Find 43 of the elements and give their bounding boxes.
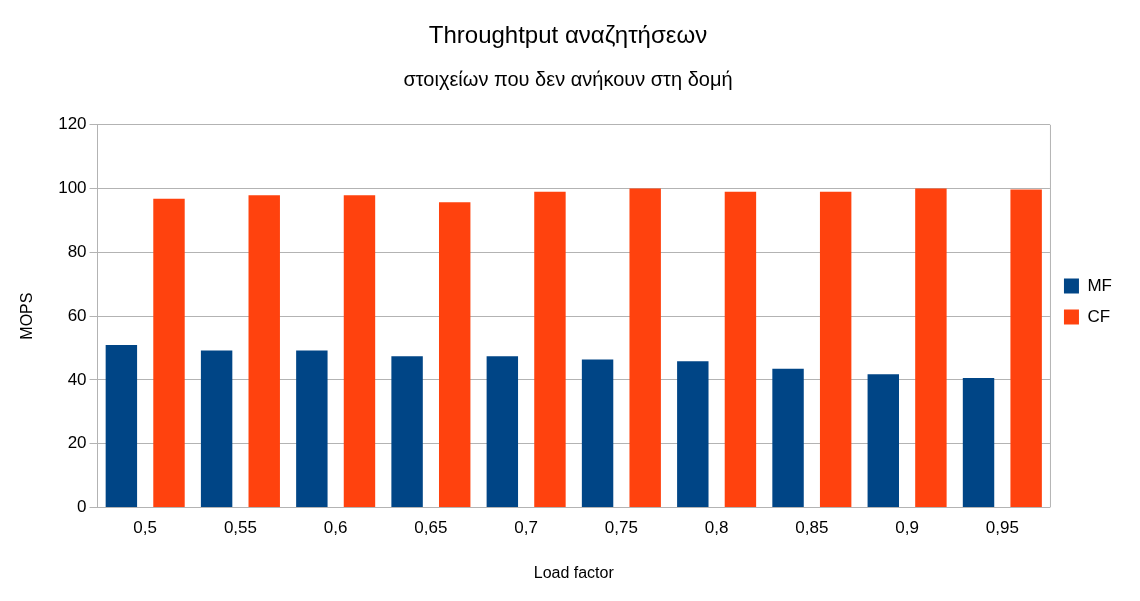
- bar: [867, 374, 899, 507]
- y-tick-label: 40: [67, 369, 87, 389]
- bar: [105, 345, 138, 507]
- bar: [153, 198, 185, 507]
- bar: [819, 191, 852, 507]
- x-tick-label: 0,9: [895, 518, 919, 538]
- y-axis-title: MOPS: [18, 292, 36, 340]
- x-axis-title: Load factor: [533, 563, 615, 581]
- legend-label: CF: [1087, 306, 1111, 326]
- y-tick-label: 0: [77, 497, 87, 517]
- bar: [772, 368, 804, 507]
- y-tick-label: 20: [67, 433, 87, 453]
- bar: [962, 377, 995, 507]
- chart-title: Throughtput αναζητήσεων: [428, 21, 708, 49]
- bar: [391, 356, 423, 507]
- x-tick-label: 0,55: [223, 518, 257, 538]
- bar: [724, 191, 757, 507]
- legend-label: MF: [1087, 275, 1112, 295]
- chart-subtitle: στοιχείων που δεν ανήκουν στη δομή: [403, 68, 733, 91]
- x-tick-label: 0,95: [985, 518, 1019, 538]
- x-tick-label: 0,85: [795, 518, 829, 538]
- x-tick-label: 0,75: [604, 518, 638, 538]
- x-tick-label: 0,65: [414, 518, 448, 538]
- x-tick-label: 0,7: [514, 518, 538, 538]
- bar: [486, 356, 519, 507]
- y-tick-label: 120: [58, 114, 87, 134]
- x-tick-label: 0,6: [323, 518, 348, 538]
- bar: [200, 350, 233, 507]
- bar: [439, 202, 471, 507]
- x-tick-label: 0,8: [704, 518, 729, 538]
- y-tick-label: 100: [58, 178, 87, 198]
- bar: [677, 361, 709, 507]
- bar: [581, 359, 614, 507]
- bar: [1010, 189, 1042, 507]
- y-tick-label: 60: [67, 305, 87, 325]
- x-tick-label: 0,5: [133, 518, 157, 538]
- bar: [915, 188, 947, 507]
- bar: [248, 195, 280, 507]
- bar: [343, 195, 376, 507]
- y-tick-label: 80: [67, 242, 87, 262]
- bar: [629, 188, 661, 507]
- bar: [534, 191, 566, 507]
- bar: [296, 350, 328, 507]
